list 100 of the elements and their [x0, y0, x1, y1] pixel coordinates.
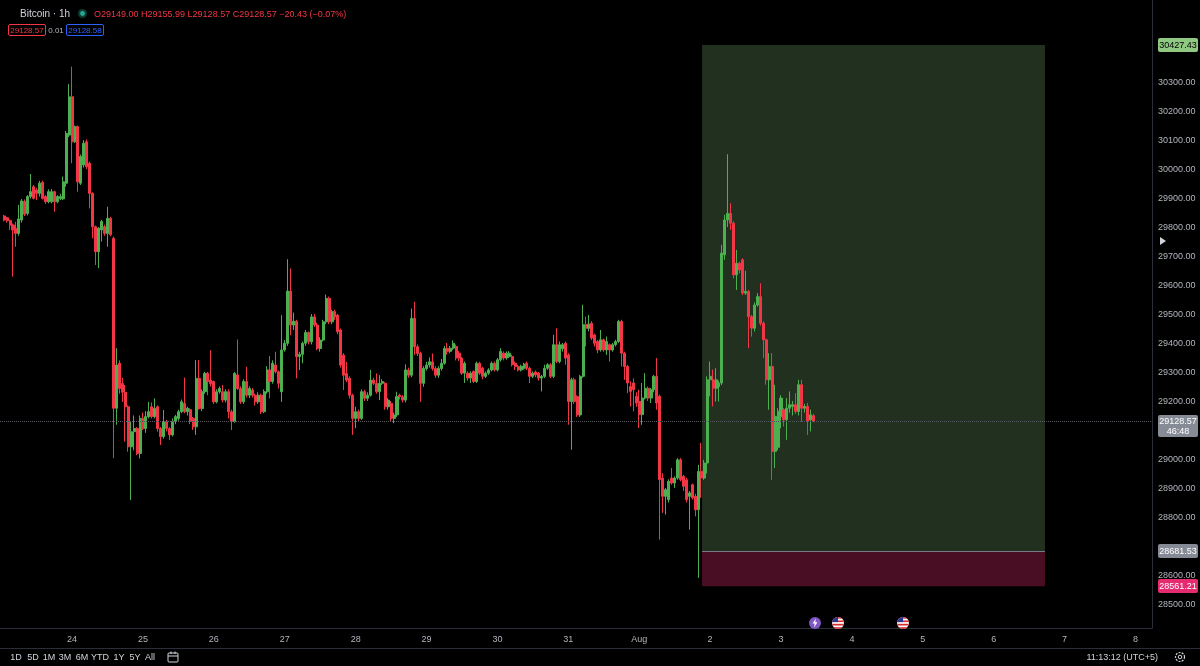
candlestick [257, 391, 260, 405]
text: Bitcoin · 1h [20, 7, 71, 19]
candlestick [32, 184, 35, 200]
candlestick [410, 307, 413, 378]
x-tick-label: Aug [631, 633, 648, 644]
candlestick [531, 370, 534, 379]
candlestick [602, 338, 605, 353]
candlestick [186, 406, 189, 416]
candlestick [537, 371, 540, 382]
y-tick-label: 29200.00 [1158, 395, 1196, 406]
candlestick [115, 347, 118, 426]
candlestick [803, 403, 806, 414]
y-tick-label: 28500.00 [1158, 598, 1196, 609]
y-tick-label: 30200.00 [1158, 106, 1196, 117]
candlestick [599, 329, 602, 353]
candlestick [587, 314, 591, 332]
candlestick [41, 180, 44, 200]
y-tick-label: 29600.00 [1158, 280, 1196, 291]
candlestick [768, 352, 771, 411]
candlestick [375, 372, 378, 395]
text: 1M [41, 651, 57, 664]
candlestick [697, 464, 700, 579]
x-tick-label: 3 [778, 633, 784, 644]
candlestick [195, 359, 198, 436]
candlestick [484, 370, 487, 379]
candlestick [744, 270, 747, 296]
candlestick [171, 417, 174, 437]
y-tick-label: 29900.00 [1158, 193, 1196, 204]
candlestick [505, 350, 508, 361]
x-tick-label: 27 [279, 633, 290, 644]
candlestick [446, 342, 449, 356]
y-tick-label: 29400.00 [1158, 337, 1196, 348]
candlestick [407, 367, 410, 379]
candlestick [221, 384, 224, 403]
candlestick [617, 319, 620, 344]
y-tick-label: 29700.00 [1158, 251, 1196, 262]
y-tick-label: 30000.00 [1158, 164, 1196, 175]
text: 1Y [112, 651, 126, 664]
candlestick [466, 370, 469, 382]
candlestick [797, 379, 800, 416]
candlestick [771, 352, 774, 481]
candlestick [23, 198, 26, 217]
candlestick [517, 364, 520, 372]
x-tick-label: 28 [350, 633, 361, 644]
candlestick [360, 388, 363, 421]
candlestick [552, 334, 555, 379]
x-tick-label: 5 [920, 633, 926, 644]
candlestick [549, 362, 552, 379]
text: 3M [57, 651, 73, 664]
candlestick [428, 356, 431, 369]
candlestick [56, 194, 59, 204]
candlestick [647, 385, 650, 402]
candlestick [112, 236, 115, 459]
candlestick [806, 402, 809, 436]
y-tick-label: 29000.00 [1158, 453, 1196, 464]
candlestick [809, 409, 812, 432]
x-tick-label: 4 [849, 633, 855, 644]
candlestick [53, 190, 56, 213]
text: All [144, 651, 156, 664]
candlestick [452, 339, 455, 351]
candlestick [511, 354, 514, 367]
candlestick [670, 467, 673, 486]
text: 1D [9, 651, 23, 664]
candlestick [555, 327, 558, 364]
candlestick [475, 361, 478, 384]
candlestick [520, 364, 523, 372]
text: O29149.00 H29155.99 L29128.57 C29128.57 −20.43 (−0.07%) [94, 8, 347, 19]
candlestick [162, 409, 165, 440]
text: 28561.21 [1159, 581, 1197, 592]
candlestick [455, 343, 458, 361]
candlestick [289, 267, 292, 336]
candlestick [534, 370, 537, 378]
candlestick [398, 393, 401, 401]
candlestick [11, 223, 15, 278]
candlestick [611, 342, 614, 353]
candlestick [215, 388, 218, 404]
candlestick [478, 361, 481, 376]
candlestick [354, 406, 357, 429]
candlestick [271, 359, 274, 385]
candlestick [570, 377, 573, 451]
candlestick [260, 393, 263, 415]
candlestick [481, 366, 484, 380]
y-tick-label: 28600.00 [1158, 569, 1196, 580]
y-tick-label: 29300.00 [1158, 366, 1196, 377]
x-tick-label: 7 [1062, 633, 1068, 644]
candlestick [735, 249, 738, 291]
candlestick [363, 389, 366, 402]
candlestick [38, 180, 41, 198]
candlestick [47, 188, 50, 204]
candlestick [700, 442, 703, 499]
x-tick-label: 6 [991, 633, 997, 644]
candlestick [741, 257, 744, 296]
candlestick [800, 379, 803, 423]
candlestick [71, 66, 74, 164]
text: 5Y [128, 651, 142, 664]
candlestick [502, 350, 505, 361]
candlestick [490, 361, 493, 372]
candlestick [103, 224, 106, 237]
y-tick-label: 28900.00 [1158, 482, 1196, 493]
x-tick-label: 26 [208, 633, 219, 644]
